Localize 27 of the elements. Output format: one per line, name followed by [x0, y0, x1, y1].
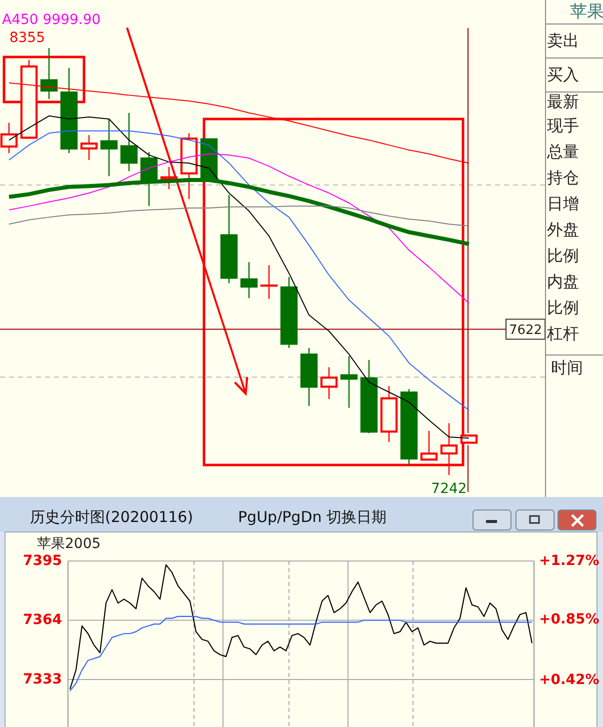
text: A450 9999.90: [2, 12, 101, 28]
y-tick-label: 7333: [23, 671, 62, 688]
y2-tick-label: +0.85%: [539, 612, 600, 628]
text: 买入: [547, 65, 579, 84]
text: 时间: [551, 358, 583, 377]
chart-title: 历史分时图(20200116): [30, 508, 194, 526]
y2-tick-label: +0.42%: [539, 672, 600, 688]
text: 现手: [547, 116, 579, 135]
text: 总量: [546, 142, 579, 161]
text: 杠杆: [546, 324, 579, 343]
text: 苹果: [570, 2, 603, 22]
text: 比例: [547, 246, 579, 265]
text: 7242: [431, 481, 467, 497]
text: 最新: [547, 92, 579, 111]
text: 外盘: [547, 220, 579, 239]
y2-tick-label: +1.27%: [539, 553, 600, 569]
y-tick-label: 7364: [23, 612, 62, 628]
text: PgUp/PgDn 切换日期: [238, 508, 387, 526]
text: 持仓: [547, 168, 579, 187]
chart-subtitle: 苹果2005: [37, 536, 101, 552]
y-tick-label: 7395: [23, 553, 62, 569]
text: 比例: [547, 298, 579, 317]
text: 卖出: [547, 31, 579, 50]
ref-line-label: 7622: [508, 323, 542, 338]
text: 内盘: [547, 272, 579, 291]
text: 8355: [9, 30, 45, 46]
text: 日增: [547, 194, 579, 213]
